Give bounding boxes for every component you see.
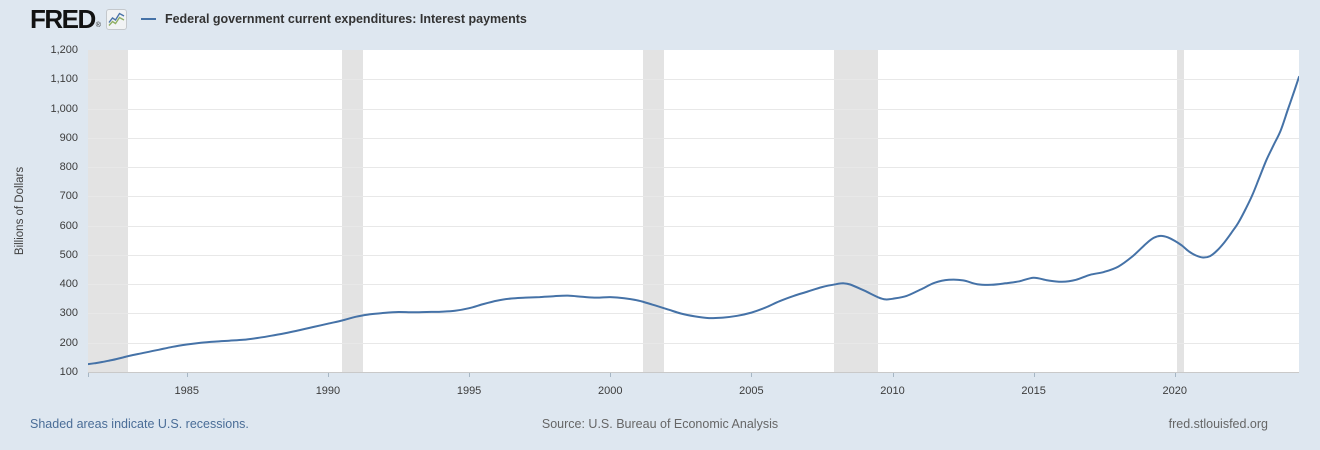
x-tick-mark [1033, 373, 1035, 377]
x-tick-label: 2020 [1162, 385, 1188, 397]
fred-logo-text: FRED [30, 4, 96, 34]
source-note: Source: U.S. Bureau of Economic Analysis [541, 417, 779, 431]
x-tick-label: 2000 [597, 385, 623, 397]
y-tick-label: 100 [59, 366, 78, 378]
x-tick-mark [327, 373, 329, 377]
registered-trademark-mark: ® [95, 22, 101, 29]
gridline [88, 313, 1299, 315]
y-tick-label: 500 [59, 248, 78, 261]
x-tick-mark [469, 373, 471, 377]
recession-band [88, 50, 129, 372]
x-tick-mark [186, 373, 188, 377]
y-tick-label: 400 [59, 278, 78, 291]
recession-band [833, 50, 879, 372]
y-tick-label: 600 [59, 219, 78, 232]
x-tick-label: 1995 [456, 385, 482, 397]
gridline [88, 196, 1299, 198]
y-tick-label: 1,100 [50, 73, 78, 86]
recession-band [643, 50, 665, 372]
gridline [88, 342, 1299, 344]
gridline [88, 79, 1299, 81]
y-axis-title: Billions of Dollars [14, 166, 26, 256]
header-bar: FRED ® Federal government current expend… [0, 0, 1320, 38]
fred-logo[interactable]: FRED ® [30, 4, 127, 34]
x-tick-label: 1990 [315, 385, 341, 397]
footer: Shaded areas indicate U.S. recessions. S… [0, 417, 1320, 433]
x-tick-label: 2005 [739, 385, 764, 397]
y-tick-label: 200 [59, 336, 78, 349]
recessions-note-link[interactable]: Shaded areas indicate U.S. recessions. [30, 417, 249, 431]
y-tick-label: 1,000 [50, 102, 78, 115]
gridline [88, 137, 1299, 139]
x-tick-mark [610, 373, 612, 377]
gridline [88, 167, 1299, 169]
x-tick-label: 2015 [1021, 385, 1046, 397]
legend-line-swatch [140, 18, 156, 20]
gridline [88, 108, 1299, 110]
gridline [88, 225, 1299, 227]
y-tick-label: 800 [59, 161, 78, 174]
fred-sparkline-icon [105, 9, 127, 30]
x-tick-label: 2010 [880, 385, 905, 397]
series-line [88, 75, 1299, 366]
fred-url-link[interactable]: fred.stlouisfed.org [1168, 417, 1268, 431]
gridline [88, 284, 1299, 286]
x-tick-label: 1985 [174, 385, 200, 397]
series-title: Federal government current expenditures:… [164, 12, 527, 26]
gridline [88, 254, 1299, 256]
x-tick-mark [892, 373, 894, 377]
y-tick-label: 1,200 [50, 44, 78, 56]
chart-svg [88, 75, 1299, 366]
recession-band [342, 50, 364, 372]
x-tick-mark [88, 373, 89, 377]
plot-area[interactable] [88, 50, 1299, 373]
x-tick-mark [751, 373, 753, 377]
recession-band [1177, 50, 1185, 372]
y-tick-label: 300 [59, 307, 78, 320]
y-tick-label: 700 [59, 190, 78, 203]
x-tick-mark [1174, 373, 1176, 377]
y-tick-label: 900 [59, 131, 78, 144]
